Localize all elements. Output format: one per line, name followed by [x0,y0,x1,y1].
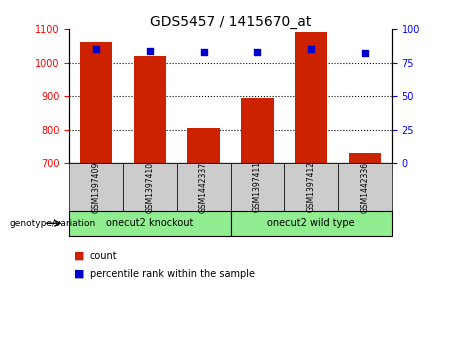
Point [307,46,315,52]
Text: ■: ■ [74,269,84,279]
Text: GSM1397409: GSM1397409 [92,161,100,213]
Text: GSM1442336: GSM1442336 [361,162,369,212]
Point [200,49,207,55]
Point [254,49,261,55]
Text: GSM1397410: GSM1397410 [145,162,154,212]
Text: genotype/variation: genotype/variation [9,219,95,228]
Bar [188,128,220,163]
Text: GDS5457 / 1415670_at: GDS5457 / 1415670_at [150,15,311,29]
Text: count: count [90,251,118,261]
Text: percentile rank within the sample: percentile rank within the sample [90,269,255,279]
Text: GSM1397411: GSM1397411 [253,162,262,212]
Point [361,50,369,56]
Text: GSM1397412: GSM1397412 [307,162,316,212]
Bar [349,153,381,163]
Point [92,46,100,52]
Text: onecut2 wild type: onecut2 wild type [267,218,355,228]
Bar [134,56,166,163]
Text: ■: ■ [74,251,84,261]
Text: GSM1442337: GSM1442337 [199,162,208,212]
Bar [80,42,112,163]
Point [146,48,154,53]
Text: onecut2 knockout: onecut2 knockout [106,218,194,228]
Bar [241,98,273,163]
Bar [295,32,327,163]
